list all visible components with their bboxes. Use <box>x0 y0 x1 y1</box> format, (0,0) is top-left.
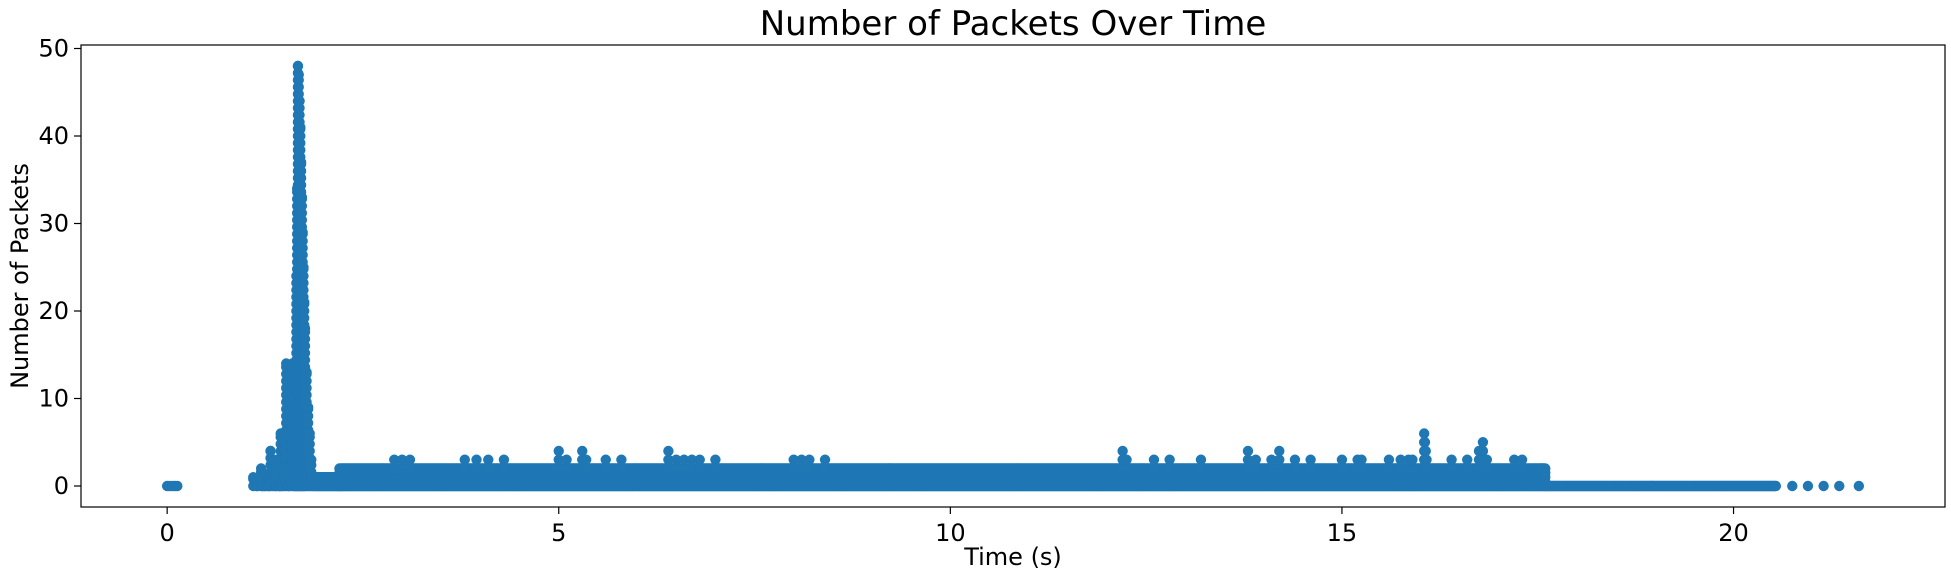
data-point <box>302 402 314 413</box>
data-point <box>295 122 306 133</box>
data-point <box>294 95 305 107</box>
plot-area <box>161 60 1865 492</box>
data-point <box>295 157 307 168</box>
data-point <box>301 367 312 378</box>
data-point <box>248 472 259 483</box>
data-point <box>293 69 304 80</box>
data-point <box>304 428 315 439</box>
data-point <box>265 445 276 457</box>
data-point <box>298 262 309 273</box>
data-point <box>299 323 311 334</box>
data-point <box>255 463 267 474</box>
data-point <box>292 60 304 72</box>
data-point <box>297 227 308 238</box>
chart-title: Number of Packets Over Time <box>760 4 1267 44</box>
data-point <box>306 454 317 465</box>
data-point <box>172 480 183 492</box>
data-point <box>299 297 310 308</box>
data-point <box>296 192 308 203</box>
